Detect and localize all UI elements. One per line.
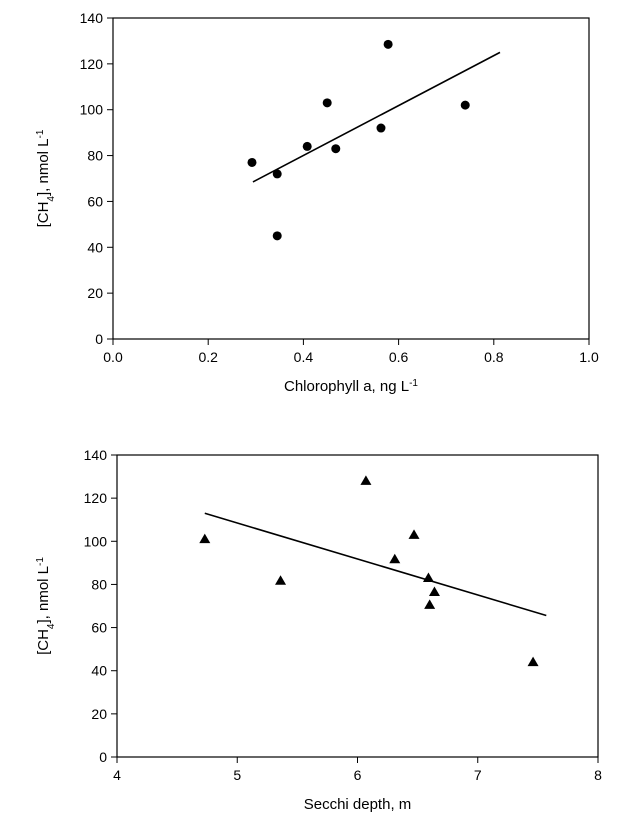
point	[389, 553, 401, 564]
plot-frame	[116, 454, 599, 758]
point	[422, 572, 434, 582]
y-tick-label: 40	[91, 663, 107, 679]
y-tick-label: 120	[84, 490, 108, 506]
y-tick-label: 20	[91, 706, 107, 722]
point	[383, 39, 393, 49]
label-part: 4	[46, 196, 57, 202]
point	[247, 157, 257, 167]
x-tick-label: 5	[233, 767, 241, 783]
x-tick-label: 6	[354, 767, 362, 783]
x-tick-label: 4	[113, 767, 121, 783]
x-tick-label: 7	[474, 767, 482, 783]
y-tick-label: 80	[91, 576, 107, 592]
point	[302, 141, 312, 151]
label-part: -1	[409, 378, 418, 389]
label-part: ], nmol L	[35, 138, 52, 196]
point	[408, 529, 420, 539]
point	[460, 100, 470, 110]
x-axis-label: Secchi depth, m	[304, 796, 412, 813]
point	[331, 144, 341, 154]
point	[376, 123, 386, 133]
regression-line	[204, 512, 547, 617]
y-tick-label: 100	[80, 102, 104, 118]
y-tick-label: 140	[84, 447, 108, 463]
label-part: Chlorophyll a, ng L	[284, 378, 409, 395]
y-tick-label: 60	[91, 620, 107, 636]
label-part: [CH	[35, 202, 52, 228]
regression-line	[252, 51, 501, 183]
x-tick-label: 0.8	[484, 349, 504, 365]
x-tick-label: 8	[594, 767, 602, 783]
label-part: -1	[35, 129, 46, 138]
point	[527, 656, 539, 667]
y-axis-label: [CH4], nmol L-1	[35, 557, 57, 655]
label-part: [CH	[35, 629, 52, 655]
x-tick-label: 0.0	[103, 349, 123, 365]
y-tick-label: 140	[80, 10, 104, 26]
point	[428, 586, 440, 596]
chart: 0.0 0.2 0.4 0.6 0.8 1.0 0 20 40 60 80 100 120 140 Chlo…	[35, 10, 599, 395]
point	[199, 533, 211, 544]
label-part: -1	[35, 557, 46, 566]
y-tick-label: 80	[87, 148, 103, 164]
x-tick-label: 0.2	[198, 349, 218, 365]
point	[424, 599, 436, 609]
x-tick-label: 0.4	[294, 349, 314, 365]
y-tick-label: 100	[84, 533, 108, 549]
point	[272, 169, 282, 179]
y-tick-label: 0	[95, 331, 103, 347]
label-part: ], nmol L	[35, 566, 52, 624]
x-tick-label: 1.0	[579, 349, 599, 365]
y-tick-label: 0	[99, 749, 107, 765]
plot-frame	[112, 17, 590, 340]
y-tick-label: 40	[87, 239, 103, 255]
point	[322, 98, 332, 108]
label-part: Secchi depth, m	[304, 796, 412, 813]
y-tick-label: 120	[80, 56, 104, 72]
y-tick-label: 20	[87, 285, 103, 301]
point	[275, 575, 287, 585]
y-tick-label: 60	[87, 193, 103, 209]
y-axis-label: [CH4], nmol L-1	[35, 129, 57, 227]
x-tick-label: 0.6	[389, 349, 409, 365]
label-part: 4	[46, 623, 57, 629]
point	[360, 475, 372, 485]
point	[272, 231, 282, 241]
x-axis-label: Chlorophyll a, ng L-1	[284, 378, 418, 396]
